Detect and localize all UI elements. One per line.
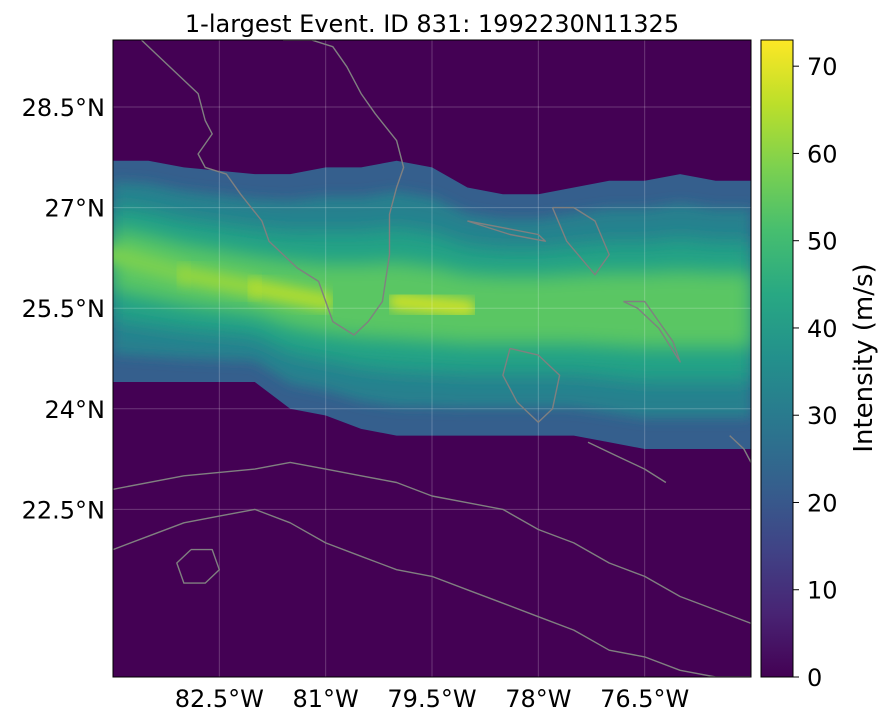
coastline-eleuthera — [623, 300, 681, 363]
longitude-tick-labels: 82.5°W 81°W 79.5°W 78°W 76.5°W — [175, 685, 690, 713]
swath-band-core — [113, 228, 751, 348]
map-panel: 82.5°W 81°W 79.5°W 78°W 76.5°W 28.5°N 27°N 25.… — [22, 39, 752, 713]
chart-title: 1-largest Event. ID 831: 1992230N11325 — [185, 10, 679, 38]
colorbar: 0 10 20 30 40 50 60 70 Intensity (m/s) — [760, 39, 879, 692]
colorbar-tick-label: 0 — [807, 664, 822, 692]
longitude-tick-label: 76.5°W — [600, 685, 689, 713]
gridlines — [113, 40, 751, 677]
map-frame — [112, 39, 752, 678]
colorbar-tick-label: 60 — [807, 140, 838, 168]
colorbar-label: Intensity (m/s) — [849, 263, 879, 452]
coastline-abaco — [551, 206, 610, 276]
colorbar-gradient — [760, 39, 794, 678]
colorbar-tick-label: 70 — [807, 53, 838, 81]
track-peak-segment — [245, 279, 335, 311]
colorbar-tick-label: 10 — [807, 577, 838, 605]
coastline-florida-peninsula — [140, 40, 405, 336]
coastline-isla-de-la-juventud — [176, 548, 220, 584]
track-peak-segment — [113, 245, 193, 284]
latitude-tick-label: 24°N — [45, 396, 106, 424]
longitude-tick-label: 79.5°W — [387, 685, 476, 713]
coastline-cuba-north — [113, 461, 751, 625]
intensity-swath — [113, 160, 751, 449]
track-peak-segment — [174, 265, 264, 298]
coastline-cays-south-andros — [587, 441, 667, 484]
coastline-andros-island — [502, 347, 561, 423]
longitude-tick-label: 78°W — [505, 685, 571, 713]
latitude-tick-label: 28.5°N — [22, 94, 105, 122]
track-peak-segment — [387, 292, 477, 318]
colorbar-tick-label: 20 — [807, 489, 838, 517]
colorbar-tick-label: 30 — [807, 402, 838, 430]
latitude-tick-labels: 28.5°N 27°N 25.5°N 24°N 22.5°N — [22, 94, 105, 524]
latitude-tick-label: 25.5°N — [22, 295, 105, 323]
longitude-tick-label: 82.5°W — [175, 685, 264, 713]
colorbar-tick-label: 50 — [807, 228, 838, 256]
coastline-long-island — [729, 435, 751, 463]
colorbar-tick-label: 40 — [807, 315, 838, 343]
longitude-tick-label: 81°W — [293, 685, 359, 713]
latitude-tick-label: 27°N — [45, 195, 106, 223]
coastline-cuba-south — [113, 508, 751, 677]
colorbar-ticks: 0 10 20 30 40 50 60 70 — [793, 53, 838, 692]
coastlines — [113, 40, 751, 677]
latitude-tick-label: 22.5°N — [22, 496, 105, 524]
coastline-grand-bahama — [467, 220, 547, 242]
